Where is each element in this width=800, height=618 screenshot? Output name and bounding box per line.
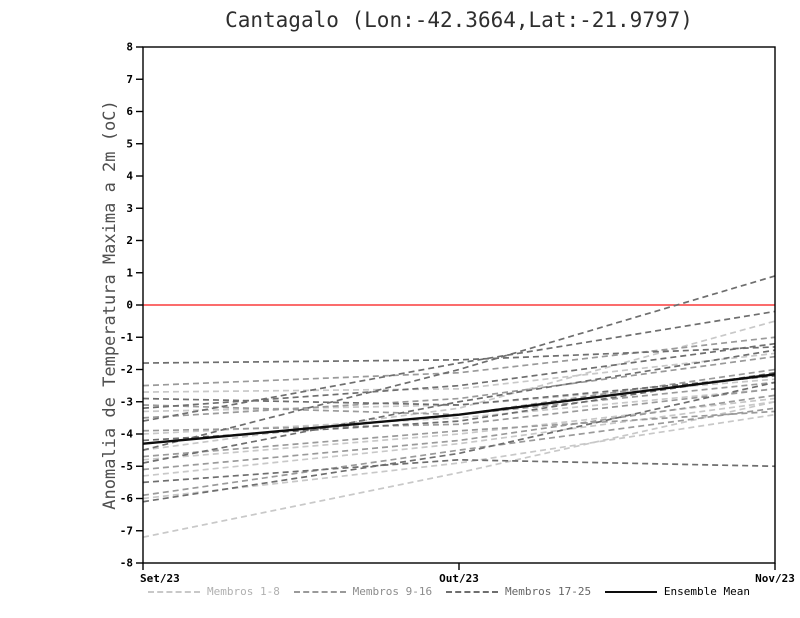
y-tick-label: 3 — [126, 202, 133, 215]
member-line — [142, 375, 776, 406]
member-line — [142, 355, 776, 419]
legend-label: Ensemble Mean — [663, 585, 750, 598]
x-tick-label: Nov/23 — [755, 572, 795, 585]
member-line — [142, 381, 776, 416]
legend-item: Membros 9-16 — [293, 585, 433, 598]
member-line — [142, 346, 776, 364]
legend-dashed-line-sample — [148, 590, 200, 593]
legend-item: Membros 17-25 — [445, 585, 592, 598]
member-line — [142, 397, 776, 461]
legend-label: Membros 1-8 — [207, 585, 280, 598]
legend-item: Membros 1-8 — [148, 585, 280, 598]
y-tick-label: 1 — [126, 266, 133, 279]
member-line — [142, 388, 776, 432]
member-line — [142, 310, 776, 422]
legend: Membros 1-8 Membros 9-16 Membros 17-25 Ense… — [148, 585, 750, 598]
legend-item: Ensemble Mean — [604, 585, 750, 598]
y-tick-label: 4 — [126, 170, 133, 183]
member-line — [142, 394, 776, 471]
y-tick-label: 8 — [126, 41, 133, 54]
y-tick-label: -4 — [120, 428, 134, 441]
y-tick-label: -8 — [120, 557, 133, 570]
legend-solid-line-sample — [604, 590, 657, 593]
y-tick-label: 7 — [126, 73, 133, 86]
y-tick-label: 0 — [126, 299, 133, 312]
y-tick-label: -2 — [120, 363, 133, 376]
legend-dashed-line-sample — [293, 590, 346, 593]
member-line — [142, 407, 776, 497]
y-tick-label: 2 — [126, 234, 133, 247]
y-tick-label: -5 — [120, 460, 133, 473]
member-line — [142, 368, 776, 445]
member-line — [142, 413, 776, 500]
member-line — [142, 336, 776, 387]
member-line — [142, 352, 776, 393]
y-tick-label: -7 — [120, 524, 133, 537]
legend-label: Membros 17-25 — [504, 585, 592, 598]
member-line — [142, 342, 776, 410]
legend-label: Membros 9-16 — [352, 585, 433, 598]
y-tick-label: -6 — [120, 492, 134, 505]
member-line — [142, 378, 776, 413]
y-tick-label: 6 — [126, 105, 133, 118]
member-line — [142, 410, 776, 458]
ensemble-mean-line — [142, 373, 776, 445]
member-line — [142, 349, 776, 464]
member-line — [142, 400, 776, 539]
y-tick-label: -3 — [120, 395, 133, 408]
x-tick-label: Set/23 — [140, 572, 180, 585]
y-tick-label: 5 — [126, 137, 133, 150]
y-tick-label: -1 — [120, 331, 134, 344]
member-line — [142, 381, 776, 503]
member-line — [142, 458, 776, 484]
x-tick-label: Out/23 — [439, 572, 479, 585]
chart-title: Cantagalo (Lon:-42.3664,Lat:-21.9797) — [225, 8, 693, 32]
legend-dashed-line-sample — [445, 590, 498, 593]
member-line — [142, 400, 776, 477]
member-line — [142, 275, 776, 451]
